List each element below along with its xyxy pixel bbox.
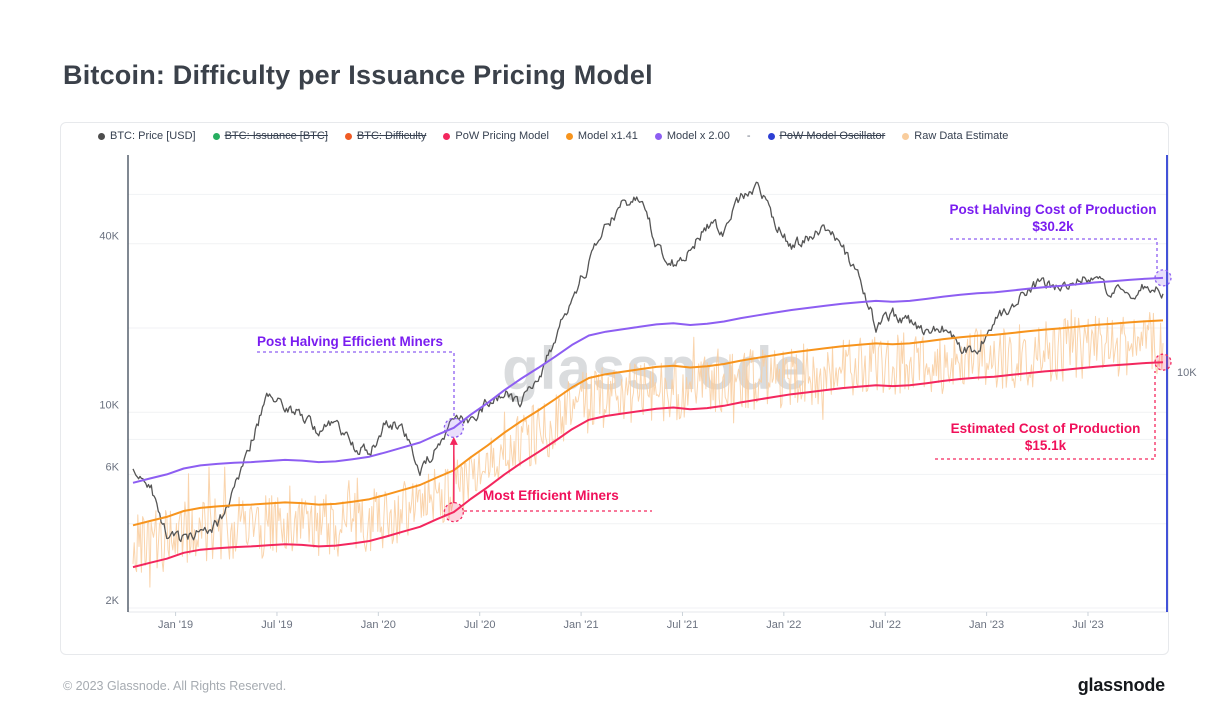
legend-dot-icon	[443, 132, 451, 140]
y-axis-label: 6K	[106, 461, 120, 473]
legend-label: Model x1.41	[577, 130, 638, 142]
legend-label: PoW Model Oscillator	[779, 130, 886, 142]
annotation-post-halving-miners: Post Halving Efficient Miners	[257, 334, 444, 349]
legend-label: BTC: Difficulty	[356, 130, 427, 142]
legend-item[interactable]: Model x 2.00	[654, 130, 730, 142]
x-tick-label: Jan '19	[158, 619, 193, 631]
x-tick-label: Jul '20	[464, 619, 495, 631]
x-tick-label: Jul '19	[261, 619, 292, 631]
legend-dot-icon	[565, 132, 573, 140]
annotation-estimated-cost: Estimated Cost of Production $15.1k	[938, 420, 1153, 454]
legend-dot-icon	[212, 132, 220, 140]
series-raw-data-estimate	[132, 309, 1164, 588]
x-tick-label: Jan '22	[766, 619, 801, 631]
legend-item[interactable]: BTC: Price [USD]	[98, 130, 196, 142]
legend-label: Model x 2.00	[666, 130, 730, 142]
series-btc-price-usd-	[132, 181, 1164, 543]
annotation-connector	[935, 371, 1156, 460]
legend-item[interactable]: BTC: Issuance [BTC]	[212, 130, 328, 142]
chart-card	[60, 122, 1169, 655]
marker-circle	[443, 501, 464, 523]
legend-item[interactable]: Model x1.41	[565, 130, 638, 142]
page-title: Bitcoin: Difficulty per Issuance Pricing…	[63, 60, 653, 90]
legend-label: BTC: Issuance [BTC]	[224, 130, 328, 142]
x-tick-label: Jul '23	[1072, 619, 1103, 631]
marker-circle	[1154, 353, 1172, 371]
legend-label: PoW Pricing Model	[455, 130, 549, 142]
annotation-most-efficient-miners: Most Efficient Miners	[483, 488, 619, 503]
legend-dot-icon	[654, 132, 662, 140]
y-axis-label: 2K	[106, 595, 120, 607]
x-tick-label: Jul '22	[869, 619, 900, 631]
x-tick-label: Jan '21	[564, 619, 599, 631]
series-model-x-2-00	[132, 276, 1164, 484]
annotation-post-halving-cost: Post Halving Cost of Production $30.2k	[945, 201, 1161, 235]
legend-label: Raw Data Estimate	[914, 130, 1009, 142]
marker-circle	[443, 417, 464, 438]
legend-dot-icon	[98, 132, 105, 140]
halving-arrowhead	[449, 436, 458, 445]
annotation-connector	[950, 238, 1158, 269]
legend-dot-icon	[344, 132, 352, 140]
annotation-value: $30.2k	[1032, 219, 1074, 234]
annotation-line: Post Halving Cost of Production	[949, 202, 1157, 217]
legend-item[interactable]: Raw Data Estimate	[902, 130, 1008, 142]
x-tick-label: Jul '21	[667, 619, 698, 631]
legend-separator: -	[746, 130, 751, 142]
series-pow-pricing-model	[132, 361, 1164, 569]
y-axis-label: 40K	[99, 231, 119, 243]
legend-item[interactable]: PoW Model Oscillator	[767, 130, 886, 142]
plot-svg[interactable]: Jan '19 Jul '19 Jan '20 Jul '20 Jan '21 Jul '…	[99, 155, 1197, 631]
annotation-connector	[257, 351, 455, 418]
legend-dot-icon	[902, 132, 910, 140]
marker-circle	[1154, 269, 1172, 287]
copyright-text: © 2023 Glassnode. All Rights Reserved.	[63, 679, 287, 693]
y-axis-label-right: 10K	[1177, 367, 1197, 379]
y-axis-label: 10K	[99, 399, 119, 411]
x-tick-label: Jan '23	[969, 619, 1004, 631]
legend-label: BTC: Price [USD]	[110, 130, 196, 142]
x-tick-label: Jan '20	[361, 619, 396, 631]
glassnode-logo: glassnode	[1077, 675, 1165, 695]
series-model-x1-41	[132, 319, 1164, 527]
chart-legend: BTC: Price [USD] BTC: Issuance [BTC] BTC: …	[98, 130, 1008, 142]
annotation-line: Estimated Cost of Production	[950, 421, 1141, 436]
annotation-value: $15.1k	[1024, 438, 1067, 453]
legend-dot-icon	[767, 132, 775, 140]
legend-item[interactable]: PoW Pricing Model	[443, 130, 549, 142]
legend-item[interactable]: BTC: Difficulty	[344, 130, 427, 142]
